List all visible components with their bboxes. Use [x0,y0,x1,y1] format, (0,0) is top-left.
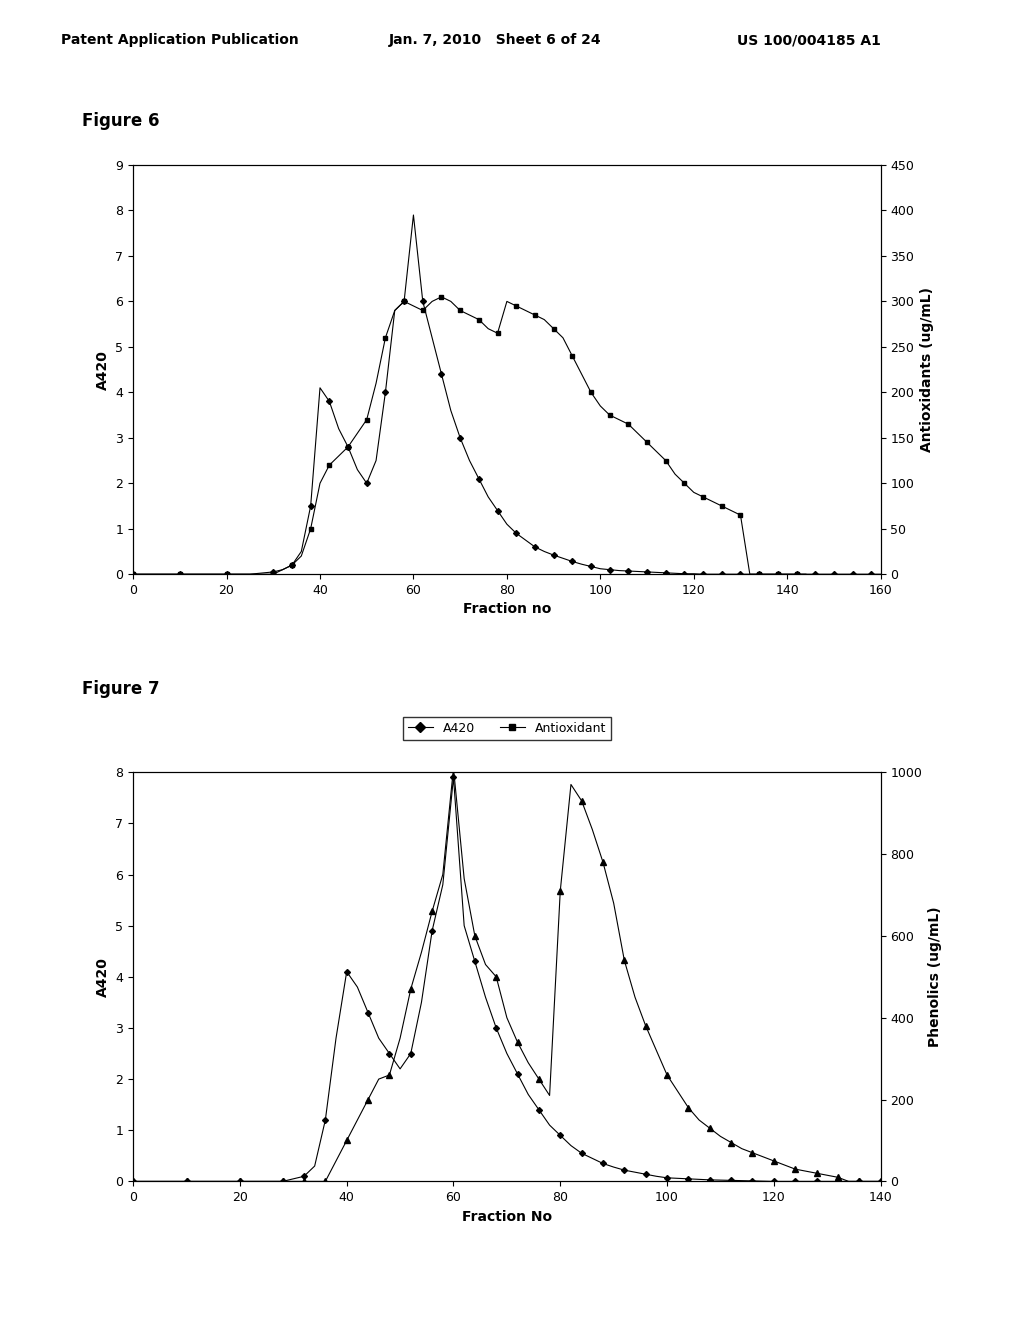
A420 [127,1173,139,1189]
Phenolics [864,1173,877,1189]
Phenolics [554,883,566,899]
Phenolics [682,1100,694,1115]
Text: Jan. 7, 2010   Sheet 6 of 24: Jan. 7, 2010 Sheet 6 of 24 [389,33,602,48]
A420 [669,565,681,581]
A420 [641,564,653,579]
Phenolics [447,760,460,776]
Line: Phenolics: Phenolics [130,766,884,1184]
A420 [444,403,457,418]
Antioxidant [603,407,615,422]
Antioxidant [510,298,522,314]
A420 [127,566,139,582]
X-axis label: Fraction No: Fraction No [462,1209,552,1224]
Text: Patent Application Publication: Patent Application Publication [61,33,299,48]
Antioxidant [435,289,447,305]
Line: A420: A420 [131,213,883,577]
A420 [532,1102,545,1118]
Line: Antioxidant: Antioxidant [131,294,808,577]
Text: US 100/004185 A1: US 100/004185 A1 [737,33,882,48]
Y-axis label: Antioxidants (ug/mL): Antioxidants (ug/mL) [920,286,934,451]
A420 [408,207,420,223]
Antioxidant [127,566,139,582]
A420 [874,1173,887,1189]
Phenolics [532,1072,545,1088]
Line: A420: A420 [131,775,883,1184]
Y-axis label: A420: A420 [96,957,110,997]
A420 [370,453,382,469]
A420 [682,1171,694,1187]
Y-axis label: Phenolics (ug/mL): Phenolics (ug/mL) [928,907,942,1047]
A420 [394,1061,407,1077]
Antioxidant [594,399,606,414]
Y-axis label: A420: A420 [96,350,110,389]
Text: Figure 6: Figure 6 [82,112,160,131]
Antioxidant [800,566,812,582]
Legend: A420, Antioxidant: A420, Antioxidant [402,717,611,739]
Antioxidant [548,321,560,337]
X-axis label: Fraction no: Fraction no [463,602,551,616]
Antioxidant [463,308,475,323]
A420 [447,770,460,785]
Phenolics [416,944,428,960]
Phenolics [874,1173,887,1189]
Text: Figure 7: Figure 7 [82,680,160,698]
Phenolics [394,1031,407,1047]
Antioxidant [286,557,298,573]
A420 [594,561,606,577]
A420 [864,1173,877,1189]
A420 [874,566,887,582]
A420 [554,1127,566,1143]
Phenolics [127,1173,139,1189]
A420 [304,498,316,513]
A420 [416,994,428,1010]
